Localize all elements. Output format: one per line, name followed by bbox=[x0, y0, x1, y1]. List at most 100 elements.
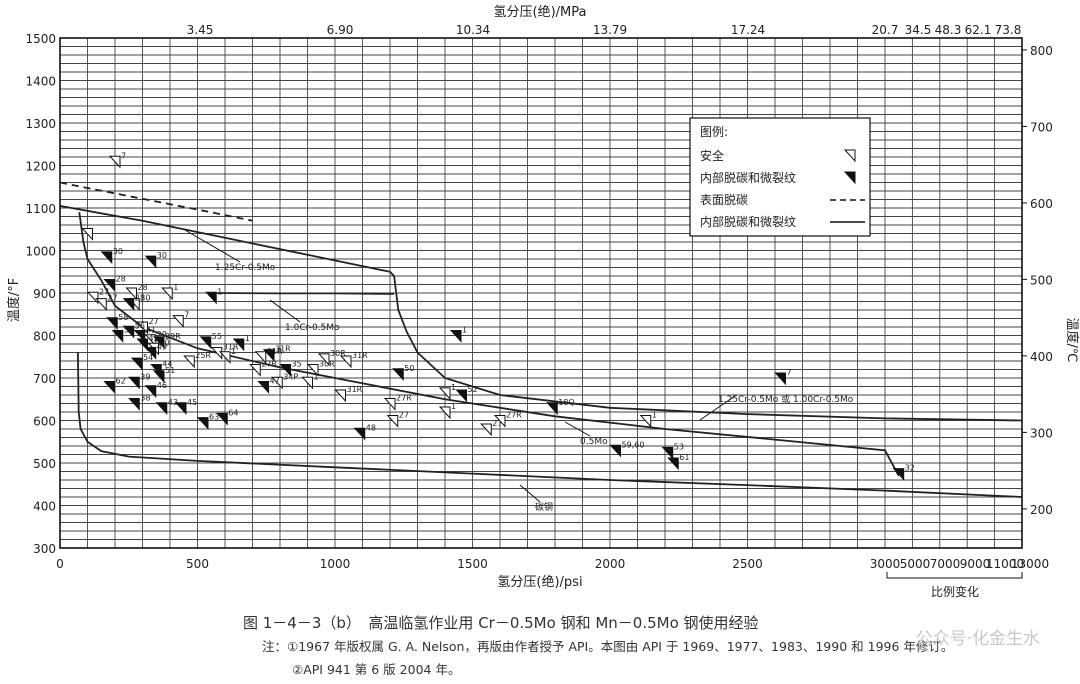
x-tick-label: 0 bbox=[56, 557, 64, 571]
crack-point bbox=[103, 381, 115, 394]
crack-point bbox=[128, 376, 140, 390]
x2-tick-label: 34.5 bbox=[905, 23, 932, 37]
curve-label: 1.25Cr-0.5Mo 或 1.00Cr-0.5Mo bbox=[718, 393, 854, 405]
crack-point bbox=[205, 291, 217, 305]
x2-tick-label: 17.24 bbox=[731, 23, 765, 37]
y-tick-label: 1000 bbox=[25, 245, 56, 259]
x2-tick-label: 3.45 bbox=[187, 23, 214, 37]
x-tick-label: 2500 bbox=[732, 557, 763, 571]
point-label: 1 bbox=[217, 287, 222, 296]
crack-point bbox=[449, 330, 462, 343]
crack-point bbox=[257, 381, 269, 394]
y-tick-label: 700 bbox=[33, 372, 56, 386]
point-label: 27R bbox=[261, 360, 277, 369]
safe-point bbox=[639, 415, 652, 428]
crack-point bbox=[199, 336, 212, 350]
safe-point bbox=[383, 398, 396, 411]
safe-point bbox=[183, 355, 195, 369]
point-label: 1 bbox=[451, 402, 456, 411]
y2-tick-label: 800 bbox=[1030, 44, 1053, 58]
point-label: 52 bbox=[468, 385, 478, 394]
point-label: 7 bbox=[121, 151, 126, 160]
curve-label-leader bbox=[699, 395, 736, 421]
point-label: 1 bbox=[462, 326, 467, 335]
crack-point bbox=[774, 372, 786, 386]
x2-tick-label: 13.79 bbox=[593, 23, 627, 37]
point-label: 62 bbox=[116, 377, 126, 386]
safe-point bbox=[480, 423, 492, 437]
safe-point bbox=[210, 347, 223, 360]
safe-point bbox=[317, 353, 330, 367]
crack-point bbox=[196, 417, 209, 430]
crack-point bbox=[279, 364, 291, 377]
safe-point bbox=[493, 415, 506, 428]
point-label: 55 bbox=[212, 332, 222, 341]
safe-point bbox=[438, 406, 451, 420]
point-label: 25R bbox=[195, 351, 211, 360]
point-label: 56 bbox=[135, 321, 145, 330]
point-label: 34P bbox=[283, 372, 298, 381]
point-label: 39 bbox=[140, 372, 150, 381]
legend-box bbox=[689, 117, 871, 237]
axis-labels: 氢分压(绝)/psi 氢分压(绝)/MPa 比例变化 温度/°F 温度/℃ bbox=[6, 4, 1080, 599]
curve-label-leader bbox=[519, 484, 541, 503]
point-label: 47 bbox=[270, 377, 280, 386]
curve-label: 1.0Cr-0.5Mo bbox=[285, 323, 340, 333]
point-label: 30 bbox=[140, 294, 150, 303]
tail-bracket bbox=[886, 572, 1023, 579]
point-label: 1 bbox=[231, 347, 236, 356]
curve-label: 0.5Mo bbox=[580, 437, 608, 447]
crack-point bbox=[130, 357, 143, 371]
point-label: 27 bbox=[492, 419, 502, 428]
crack-point bbox=[609, 444, 621, 458]
crack-point bbox=[353, 427, 366, 441]
point-label: 31R bbox=[347, 385, 363, 394]
curve-label: 碳钢 bbox=[535, 501, 553, 513]
point-label: 54 bbox=[143, 353, 153, 362]
x-tick-label: 2000 bbox=[595, 557, 626, 571]
point-label: 31R bbox=[352, 351, 368, 360]
point-label: 1 bbox=[314, 372, 319, 381]
axes: 3004005006007008009001000110012001300140… bbox=[25, 23, 1053, 579]
point-label: 63 bbox=[209, 413, 219, 422]
safe-point bbox=[386, 415, 399, 428]
crack-point bbox=[111, 330, 124, 343]
curve-1.0Cr-0.5Mo bbox=[216, 292, 395, 295]
y2-tick-label: 600 bbox=[1030, 197, 1053, 211]
point-label: 58 bbox=[118, 313, 128, 322]
legend-entry: 内部脱碳和微裂纹 bbox=[700, 170, 796, 185]
curve-label-leader bbox=[564, 421, 591, 437]
y-tick-label: 1200 bbox=[25, 160, 56, 174]
point-label: 41 bbox=[146, 326, 156, 335]
point-label: 42 bbox=[149, 334, 159, 343]
curve-label-leader bbox=[184, 229, 241, 263]
point-label: 27 bbox=[399, 411, 409, 420]
crack-point bbox=[155, 402, 168, 416]
figure-title: 图 1－4－3（b） 高温临氢作业用 Cr－0.5Mo 钢和 Mn－0.5Mo … bbox=[243, 614, 759, 632]
y2-tick-label: 300 bbox=[1030, 426, 1053, 440]
crack-point bbox=[152, 336, 165, 350]
legend-title: 图例: bbox=[700, 125, 728, 139]
point-label: 40 bbox=[160, 338, 170, 347]
grid-lines bbox=[59, 37, 1023, 549]
point-label: 30 bbox=[113, 247, 123, 256]
safe-point bbox=[218, 351, 231, 365]
x-tick-label: 500 bbox=[186, 557, 209, 571]
point-label: 29R bbox=[165, 332, 181, 341]
point-label: 51 bbox=[165, 366, 175, 375]
point-label: 27 bbox=[99, 287, 109, 296]
safe-point bbox=[108, 155, 121, 169]
crack-point bbox=[455, 389, 467, 403]
curves bbox=[59, 181, 1023, 498]
curve-labels: 1.25Cr-0.5Mo 1.0Cr-0.5Mo 1.25Cr-0.5Mo 或 1.… bbox=[184, 229, 854, 513]
note-2: ②API 941 第 6 版 2004 年。 bbox=[292, 662, 461, 677]
crack-point bbox=[892, 468, 905, 481]
x2-tick-label: 73.8 bbox=[995, 23, 1022, 37]
curve-0.5Mo bbox=[78, 212, 900, 477]
point-label: 30 bbox=[157, 251, 167, 260]
point-label: 1 bbox=[173, 283, 178, 292]
crack-point bbox=[174, 402, 187, 416]
point-label: 49 bbox=[157, 343, 167, 352]
point-label: 31R bbox=[267, 347, 283, 356]
